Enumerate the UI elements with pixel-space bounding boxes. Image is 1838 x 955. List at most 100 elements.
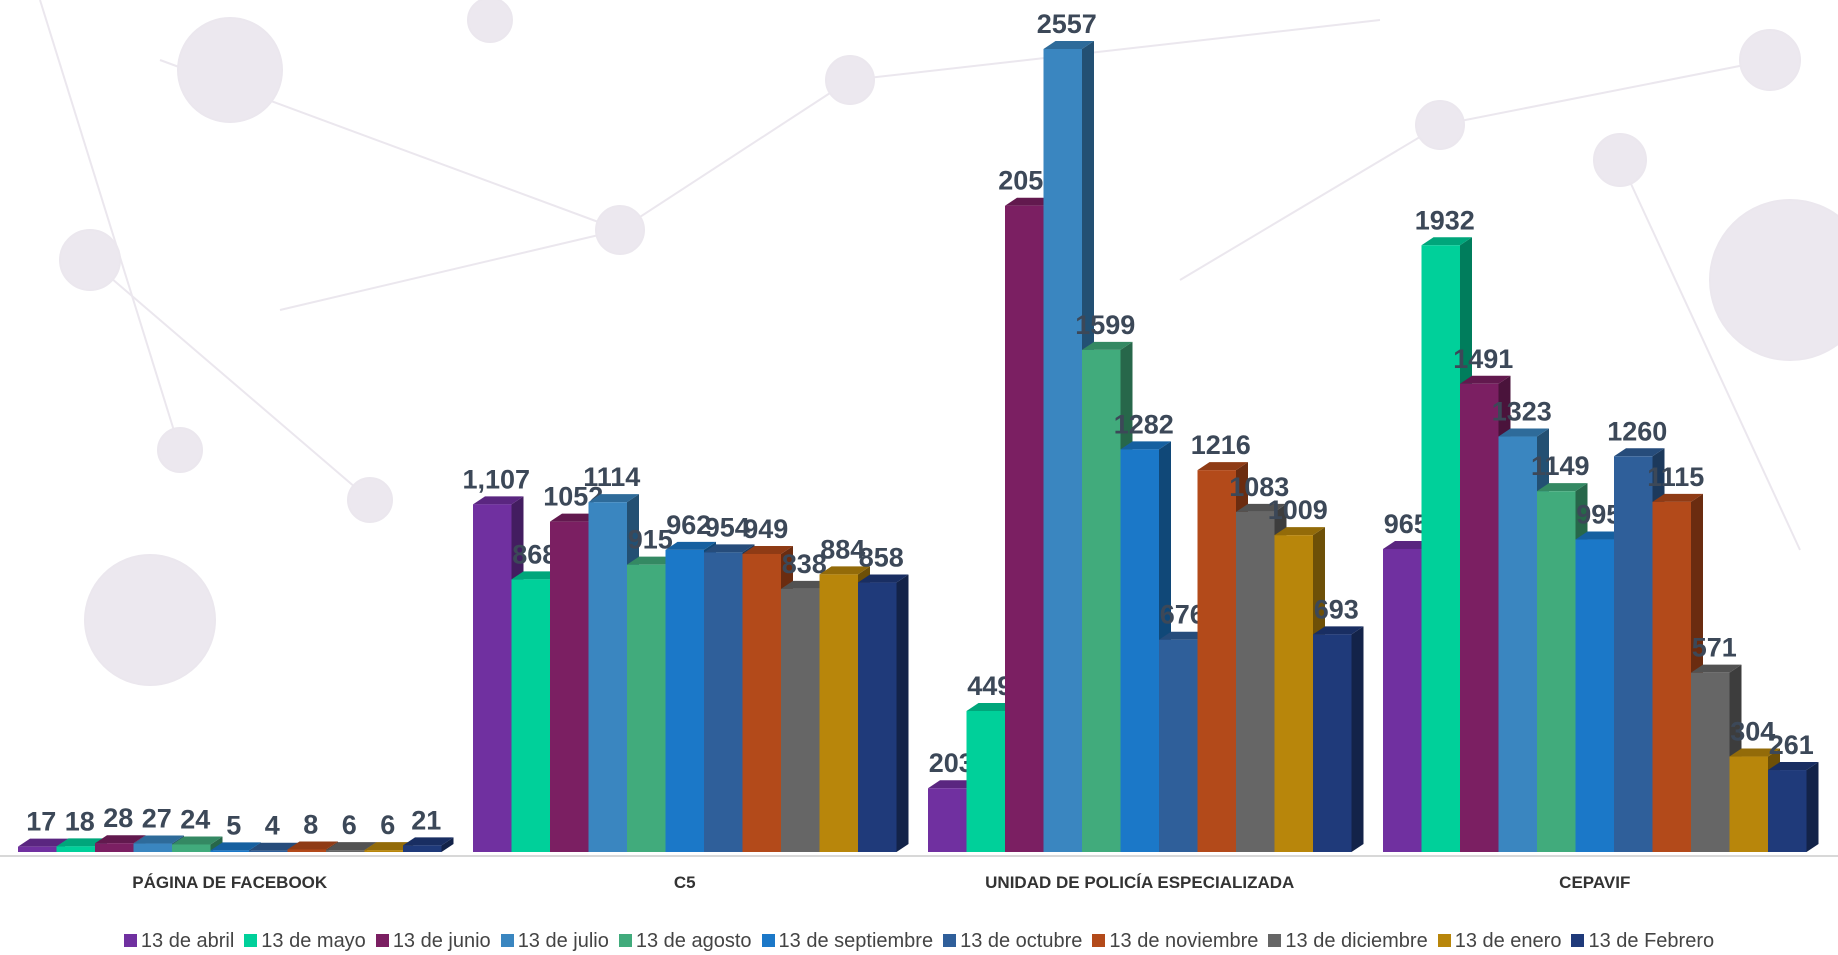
legend-item: 13 de octubre xyxy=(943,930,1082,953)
value-label: 571 xyxy=(1692,633,1737,663)
legend-swatch xyxy=(124,934,137,947)
legend-label: 13 de agosto xyxy=(636,930,752,952)
legend-item: 13 de agosto xyxy=(619,930,752,953)
bar xyxy=(1691,673,1730,852)
legend-label: 13 de abril xyxy=(141,930,234,952)
bar xyxy=(589,502,628,852)
bar xyxy=(1313,634,1352,852)
legend-label: 13 de Febrero xyxy=(1588,930,1714,952)
bar xyxy=(858,583,897,852)
legend-swatch xyxy=(376,934,389,947)
bar-side xyxy=(1807,762,1819,852)
bar xyxy=(1653,502,1692,852)
value-label: 1009 xyxy=(1268,495,1328,525)
value-label: 949 xyxy=(743,514,788,544)
bar xyxy=(1499,437,1538,852)
value-label: 27 xyxy=(142,804,172,834)
bar xyxy=(1275,535,1314,852)
bar xyxy=(1614,456,1653,852)
legend-label: 13 de julio xyxy=(518,930,609,952)
bar xyxy=(1236,512,1275,852)
value-label: 4 xyxy=(265,811,280,841)
category-label: CEPAVIF xyxy=(1559,873,1630,892)
value-label: 2557 xyxy=(1037,9,1097,39)
bar xyxy=(172,844,211,852)
value-label: 18 xyxy=(65,806,95,836)
bar xyxy=(1121,449,1160,852)
legend-item: 13 de septiembre xyxy=(762,930,934,953)
value-label: 1282 xyxy=(1114,409,1174,439)
bar xyxy=(288,849,327,852)
legend-item: 13 de Febrero xyxy=(1571,930,1714,953)
bar xyxy=(473,504,512,852)
legend-item: 13 de enero xyxy=(1438,930,1562,953)
legend-swatch xyxy=(501,934,514,947)
bar xyxy=(550,522,589,852)
bar xyxy=(1537,491,1576,852)
value-label: 261 xyxy=(1769,730,1814,760)
legend-label: 13 de noviembre xyxy=(1109,930,1258,952)
legend-item: 13 de diciembre xyxy=(1268,930,1427,953)
bar xyxy=(1159,640,1198,852)
bar xyxy=(627,565,666,852)
value-label: 24 xyxy=(180,804,210,834)
bar xyxy=(365,850,404,852)
legend: 13 de abril13 de mayo13 de junio13 de ju… xyxy=(0,930,1838,953)
bar xyxy=(1383,549,1422,852)
value-label: 1599 xyxy=(1075,310,1135,340)
bar xyxy=(666,550,705,852)
legend-label: 13 de enero xyxy=(1455,930,1562,952)
bar xyxy=(1730,757,1769,852)
value-label: 5 xyxy=(226,810,241,840)
value-label: 693 xyxy=(1314,594,1359,624)
page: PÁGINA DE FACEBOOK17182827245486621C51,1… xyxy=(0,0,1838,955)
value-label: 17 xyxy=(26,807,56,837)
value-label: 1115 xyxy=(1647,462,1704,492)
legend-swatch xyxy=(1268,934,1281,947)
legend-label: 13 de diciembre xyxy=(1285,930,1427,952)
bar xyxy=(1768,770,1807,852)
bar xyxy=(1422,245,1461,852)
legend-item: 13 de abril xyxy=(124,930,234,953)
bar xyxy=(18,847,57,852)
value-label: 8 xyxy=(303,809,318,839)
bar xyxy=(928,788,967,852)
value-label: 1323 xyxy=(1492,397,1552,427)
value-label: 1149 xyxy=(1531,451,1590,481)
category-label: UNIDAD DE POLICÍA ESPECIALIZADA xyxy=(985,873,1294,892)
category-label: PÁGINA DE FACEBOOK xyxy=(132,873,328,892)
legend-item: 13 de noviembre xyxy=(1092,930,1258,953)
bar-side xyxy=(897,575,909,852)
bar-side xyxy=(1352,626,1364,852)
bar xyxy=(512,579,551,852)
legend-label: 13 de septiembre xyxy=(779,930,934,952)
bar xyxy=(704,552,743,852)
bar xyxy=(95,843,134,852)
legend-swatch xyxy=(244,934,257,947)
bar xyxy=(1460,384,1499,852)
bar xyxy=(1005,206,1044,852)
value-label: 1114 xyxy=(583,462,640,492)
bar xyxy=(967,711,1006,852)
legend-swatch xyxy=(619,934,632,947)
value-label: 6 xyxy=(342,810,357,840)
value-label: 1216 xyxy=(1191,430,1251,460)
value-label: 21 xyxy=(411,805,441,835)
legend-item: 13 de julio xyxy=(501,930,609,953)
bar xyxy=(57,846,96,852)
legend-swatch xyxy=(762,934,775,947)
value-label: 1260 xyxy=(1607,416,1667,446)
legend-label: 13 de mayo xyxy=(261,930,366,952)
bar xyxy=(1198,470,1237,852)
value-label: 1,107 xyxy=(462,464,530,494)
bar xyxy=(403,845,442,852)
legend-swatch xyxy=(943,934,956,947)
legend-swatch xyxy=(1092,934,1105,947)
bar xyxy=(134,844,173,852)
value-label: 28 xyxy=(103,803,133,833)
value-label: 1932 xyxy=(1415,205,1475,235)
legend-item: 13 de mayo xyxy=(244,930,366,953)
value-label: 6 xyxy=(380,810,395,840)
chart: PÁGINA DE FACEBOOK17182827245486621C51,1… xyxy=(0,0,1838,925)
bar xyxy=(820,574,859,852)
